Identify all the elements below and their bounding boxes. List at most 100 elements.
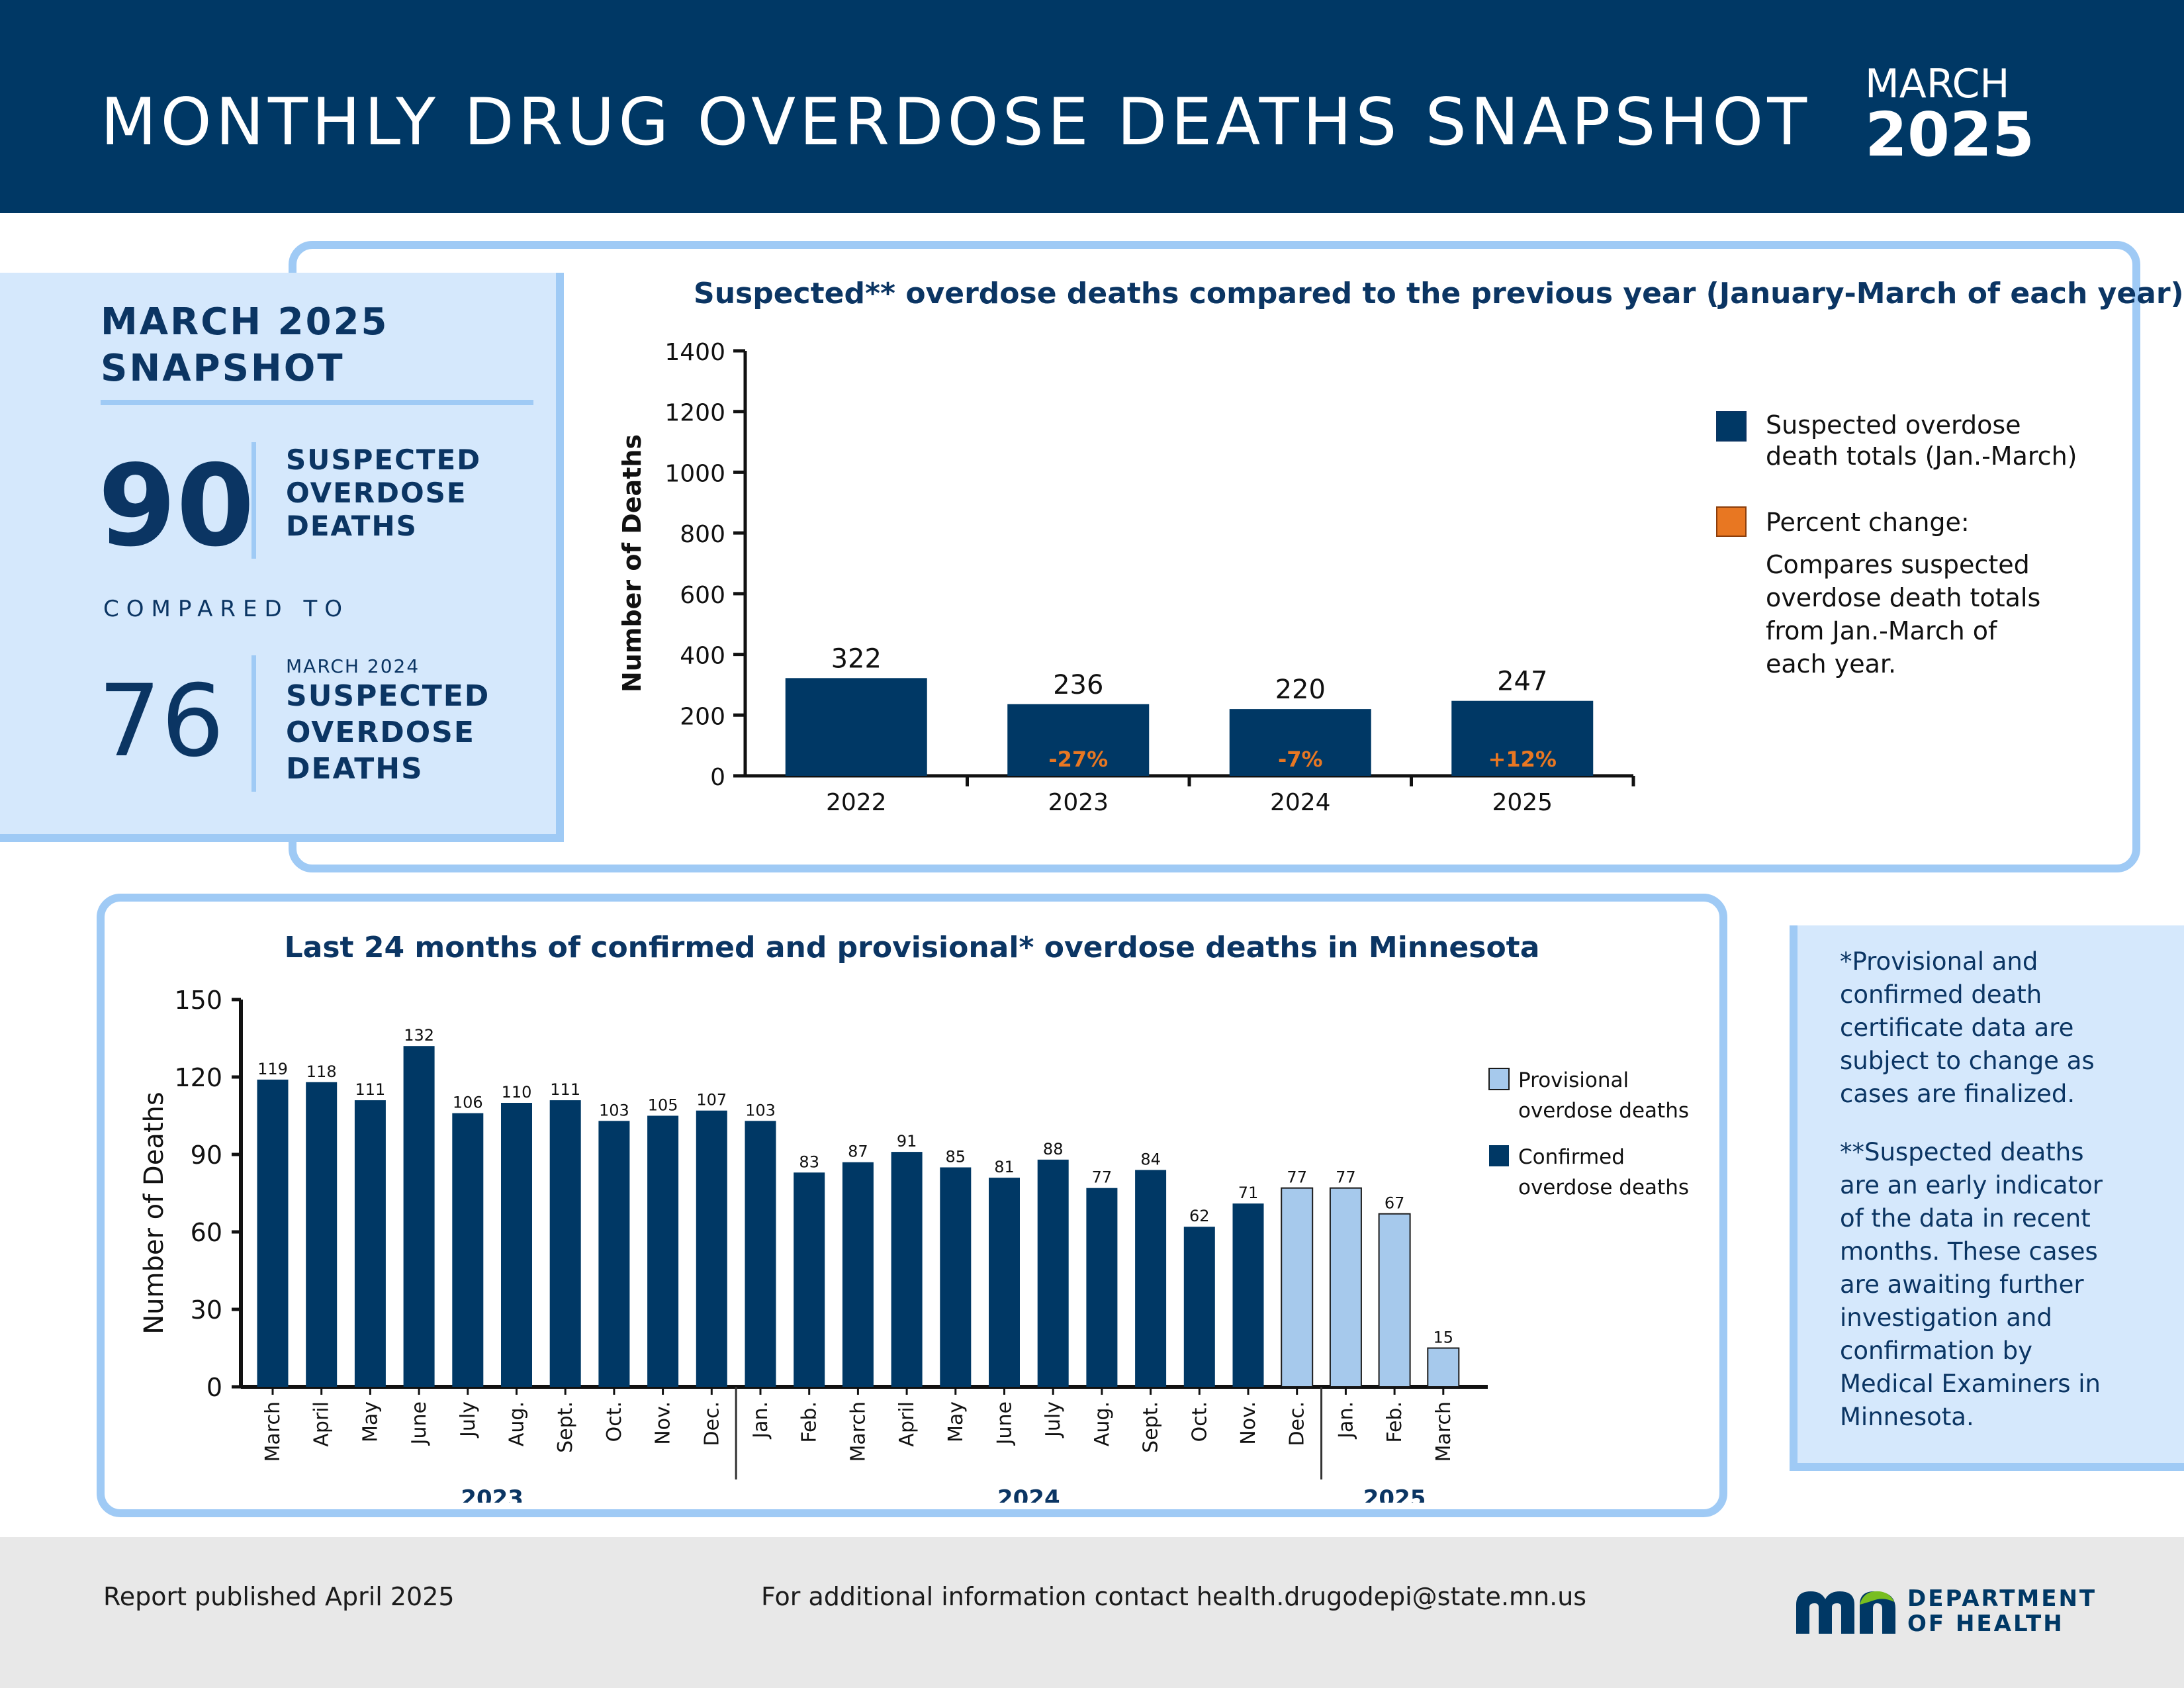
current-label-line1: SUSPECTED bbox=[286, 444, 482, 476]
bar-value-label: 62 bbox=[1189, 1207, 1210, 1225]
x-tick-label: March bbox=[1432, 1401, 1455, 1462]
bar-value-label: 71 bbox=[1238, 1184, 1259, 1202]
current-count: 90 bbox=[98, 441, 255, 572]
bar-nov bbox=[647, 1115, 679, 1387]
bar-value-label: 220 bbox=[1275, 675, 1326, 705]
bar-value-label: 88 bbox=[1043, 1140, 1064, 1158]
published-date: Report published April 2025 bbox=[103, 1582, 455, 1611]
legend-label-suspected-line1: Suspected overdose bbox=[1766, 410, 2021, 440]
bar-may bbox=[940, 1167, 972, 1387]
previous-count: 76 bbox=[98, 664, 224, 779]
annual-chart-panel bbox=[289, 241, 2140, 872]
x-tick-label: 2023 bbox=[1048, 789, 1109, 816]
snapshot-title: MARCH 2025 SNAPSHOT bbox=[101, 299, 389, 392]
y-tick-label: 1400 bbox=[664, 339, 725, 366]
bar-aug bbox=[1086, 1188, 1118, 1387]
current-label-line3: DEATHS bbox=[286, 510, 418, 542]
bar-value-label: 132 bbox=[404, 1026, 434, 1045]
legend-label-confirmed-line1: Confirmed bbox=[1518, 1145, 1625, 1169]
bar-2024 bbox=[1229, 709, 1371, 776]
bar-value-label: 107 bbox=[696, 1091, 727, 1109]
y-tick-label: 0 bbox=[206, 1373, 222, 1402]
snapshot-divider bbox=[101, 400, 533, 405]
previous-label: SUSPECTED OVERDOSE DEATHS bbox=[286, 678, 490, 787]
snapshot-panel bbox=[0, 273, 564, 842]
contact-info: For additional information contact healt… bbox=[761, 1582, 1587, 1611]
y-axis-title: Number of Deaths bbox=[139, 1092, 169, 1334]
x-tick-label: June bbox=[408, 1401, 431, 1446]
bar-value-label: 15 bbox=[1433, 1329, 1454, 1347]
x-tick-label: May bbox=[944, 1401, 968, 1442]
current-label-line2: OVERDOSE bbox=[286, 477, 467, 509]
bar-march bbox=[1427, 1347, 1460, 1387]
x-tick-label: Sept. bbox=[554, 1401, 577, 1453]
legend-note-line: Compares suspected bbox=[1766, 550, 2030, 579]
bar-value-label: 236 bbox=[1053, 670, 1103, 700]
bar-march bbox=[842, 1162, 874, 1387]
bar-value-label: 81 bbox=[994, 1158, 1015, 1176]
bar-value-label: 111 bbox=[550, 1080, 580, 1099]
legend-swatch-percent bbox=[1716, 506, 1747, 537]
y-tick-label: 600 bbox=[680, 582, 725, 609]
x-tick-label: March bbox=[846, 1401, 870, 1462]
x-tick-label: Aug. bbox=[506, 1401, 529, 1446]
y-tick-label: 800 bbox=[680, 521, 725, 548]
bar-2025 bbox=[1451, 700, 1594, 776]
previous-label-line1: SUSPECTED bbox=[286, 679, 490, 713]
bar-value-label: 105 bbox=[648, 1096, 678, 1115]
x-tick-label: May bbox=[359, 1401, 382, 1442]
y-tick-label: 90 bbox=[191, 1141, 222, 1170]
percent-change-label: -27% bbox=[1048, 747, 1108, 772]
y-tick-label: 60 bbox=[191, 1218, 222, 1247]
x-tick-label: Oct. bbox=[1188, 1401, 1211, 1442]
x-tick-label: 2022 bbox=[826, 789, 887, 816]
y-tick-label: 150 bbox=[174, 986, 222, 1015]
x-tick-label: Jan. bbox=[749, 1401, 772, 1440]
y-axis-title: Number of Deaths bbox=[617, 434, 647, 692]
bar-aug bbox=[501, 1103, 532, 1387]
bar-value-label: 106 bbox=[453, 1094, 483, 1112]
percent-change-label: -7% bbox=[1278, 747, 1323, 772]
bar-value-label: 111 bbox=[355, 1080, 385, 1099]
note-provisional: *Provisional and confirmed death certifi… bbox=[1840, 947, 2095, 1108]
bar-value-label: 67 bbox=[1385, 1194, 1405, 1213]
x-tick-label: Feb. bbox=[1383, 1401, 1406, 1443]
bar-value-label: 87 bbox=[848, 1143, 868, 1161]
mdh-logo-line2: OF HEALTH bbox=[1907, 1611, 2064, 1637]
bar-value-label: 322 bbox=[831, 643, 882, 674]
page-title: MONTHLY DRUG OVERDOSE DEATHS SNAPSHOT bbox=[101, 85, 1811, 160]
annual-chart-title: Suspected** overdose deaths compared to … bbox=[694, 277, 2184, 310]
bar-value-label: 91 bbox=[897, 1132, 917, 1150]
x-tick-label: Nov. bbox=[1237, 1401, 1260, 1445]
legend-label-provisional-line1: Provisional bbox=[1518, 1068, 1629, 1092]
previous-label-line3: DEATHS bbox=[286, 752, 424, 786]
y-tick-label: 400 bbox=[680, 643, 725, 670]
legend-swatch-confirmed bbox=[1489, 1145, 1509, 1166]
x-tick-label: Jan. bbox=[1334, 1401, 1357, 1440]
bar-value-label: 84 bbox=[1140, 1150, 1161, 1168]
x-tick-label: 2024 bbox=[1270, 789, 1331, 816]
previous-divider bbox=[251, 655, 256, 792]
bar-jan bbox=[745, 1121, 776, 1387]
bar-nov bbox=[1232, 1203, 1264, 1387]
snapshot-title-line1: MARCH 2025 bbox=[101, 301, 389, 344]
bar-value-label: 118 bbox=[306, 1062, 337, 1081]
mdh-logo-icon bbox=[1796, 1591, 1895, 1634]
x-tick-label: June bbox=[993, 1401, 1017, 1446]
bar-april bbox=[306, 1082, 338, 1387]
note-suspected: **Suspected deaths are an early indicato… bbox=[1840, 1138, 2103, 1431]
previous-period-label: MARCH 2024 bbox=[286, 655, 420, 677]
monthly-bar-chart: 0 30 60 90 120 150 Number of Deaths 119 March 118… bbox=[139, 986, 1689, 1503]
bar-feb bbox=[1378, 1213, 1411, 1387]
legend-label-percent: Percent change: bbox=[1766, 508, 1970, 537]
current-divider bbox=[251, 442, 256, 559]
bar-2022 bbox=[785, 678, 927, 776]
bar-value-label: 77 bbox=[1287, 1168, 1307, 1187]
header-year: 2025 bbox=[1865, 99, 2035, 170]
y-tick-label: 1000 bbox=[664, 460, 725, 487]
bar-value-label: 247 bbox=[1497, 667, 1547, 697]
y-tick-label: 120 bbox=[174, 1063, 222, 1092]
header-banner bbox=[0, 0, 2184, 213]
year-group-label: 2025 bbox=[1363, 1485, 1426, 1503]
header-month: MARCH bbox=[1865, 61, 2010, 107]
